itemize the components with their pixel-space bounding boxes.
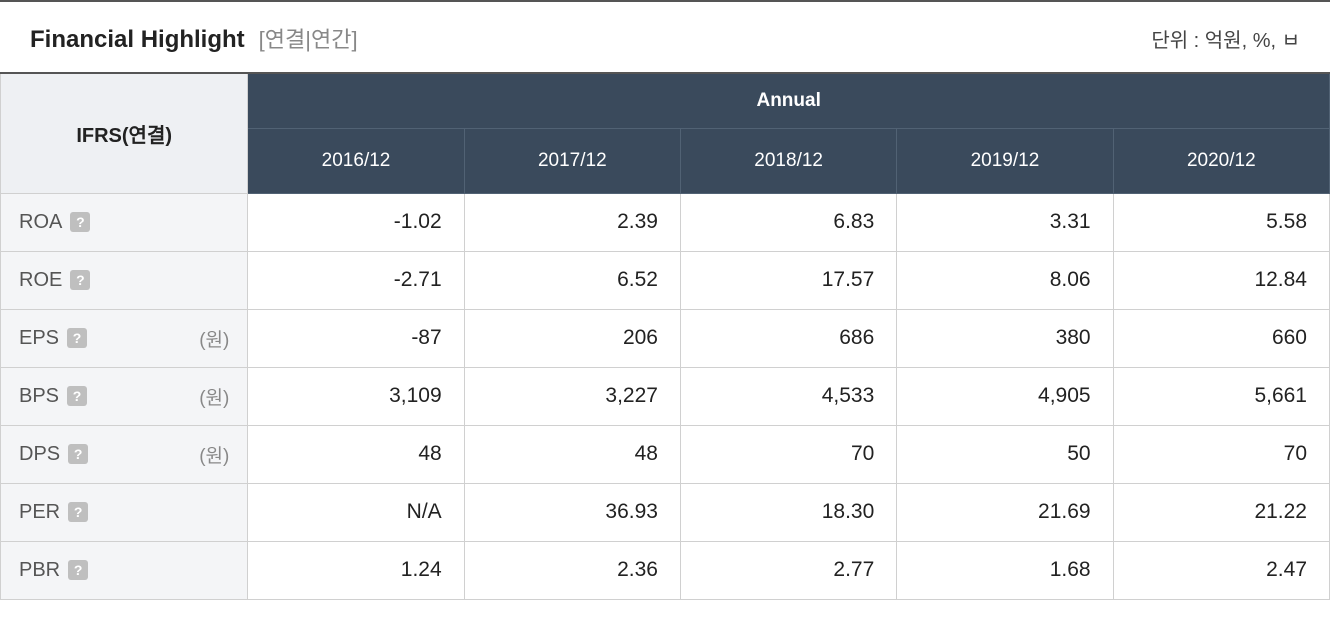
- page-title: Financial Highlight: [30, 26, 245, 54]
- metric-unit: (원): [199, 383, 229, 410]
- metric-rowhead: ROA?: [1, 193, 248, 251]
- value-cell: 70: [680, 425, 896, 483]
- metric-name: PBR: [19, 559, 60, 582]
- table-row: ROE?-2.716.5217.578.0612.84: [1, 251, 1330, 309]
- table-row: PBR?1.242.362.771.682.47: [1, 541, 1330, 599]
- period-header: 2017/12: [464, 128, 680, 193]
- value-cell: 5,661: [1113, 367, 1329, 425]
- value-cell: 2.36: [464, 541, 680, 599]
- table-row: PER?N/A36.9318.3021.6921.22: [1, 483, 1330, 541]
- value-cell: 1.68: [897, 541, 1113, 599]
- metric-unit: (원): [199, 325, 229, 352]
- help-icon[interactable]: ?: [67, 386, 87, 406]
- value-cell: 6.52: [464, 251, 680, 309]
- unit-label: 단위 : 억원, %, ㅂ: [1151, 24, 1300, 53]
- header-bar: Financial Highlight [연결|연간] 단위 : 억원, %, …: [0, 0, 1330, 72]
- metric-rowhead: ROE?: [1, 251, 248, 309]
- value-cell: 3.31: [897, 193, 1113, 251]
- rowhead-title: IFRS(연결): [1, 73, 248, 193]
- table-row: ROA?-1.022.396.833.315.58: [1, 193, 1330, 251]
- value-cell: 3,109: [248, 367, 464, 425]
- value-cell: 8.06: [897, 251, 1113, 309]
- value-cell: 2.77: [680, 541, 896, 599]
- help-icon[interactable]: ?: [68, 444, 88, 464]
- value-cell: 12.84: [1113, 251, 1329, 309]
- financial-table: IFRS(연결) Annual 2016/12 2017/12 2018/12 …: [0, 72, 1330, 600]
- value-cell: 4,533: [680, 367, 896, 425]
- value-cell: -87: [248, 309, 464, 367]
- help-icon[interactable]: ?: [70, 270, 90, 290]
- value-cell: 21.69: [897, 483, 1113, 541]
- metric-name: DPS: [19, 443, 60, 466]
- metric-unit: (원): [199, 441, 229, 468]
- metric-name: PER: [19, 501, 60, 524]
- value-cell: 686: [680, 309, 896, 367]
- value-cell: -1.02: [248, 193, 464, 251]
- table-row: BPS? (원) 3,1093,2274,5334,9055,661: [1, 367, 1330, 425]
- help-icon[interactable]: ?: [67, 328, 87, 348]
- metric-rowhead: PER?: [1, 483, 248, 541]
- value-cell: 5.58: [1113, 193, 1329, 251]
- metric-rowhead: BPS? (원): [1, 367, 248, 425]
- value-cell: -2.71: [248, 251, 464, 309]
- value-cell: 206: [464, 309, 680, 367]
- value-cell: 48: [248, 425, 464, 483]
- value-cell: 660: [1113, 309, 1329, 367]
- table-row: DPS?(원)4848705070: [1, 425, 1330, 483]
- page-subtitle: [연결|연간]: [259, 22, 358, 54]
- value-cell: 18.30: [680, 483, 896, 541]
- value-cell: 2.39: [464, 193, 680, 251]
- metric-rowhead: EPS? (원): [1, 309, 248, 367]
- metric-rowhead: DPS? (원): [1, 425, 248, 483]
- value-cell: 2.47: [1113, 541, 1329, 599]
- value-cell: 3,227: [464, 367, 680, 425]
- title-group: Financial Highlight [연결|연간]: [30, 22, 358, 54]
- period-header: 2020/12: [1113, 128, 1329, 193]
- value-cell: 380: [897, 309, 1113, 367]
- metric-name: ROE: [19, 269, 62, 292]
- period-group-header: Annual: [248, 73, 1330, 128]
- value-cell: 50: [897, 425, 1113, 483]
- value-cell: 17.57: [680, 251, 896, 309]
- period-header: 2016/12: [248, 128, 464, 193]
- help-icon[interactable]: ?: [68, 560, 88, 580]
- metric-name: BPS: [19, 385, 59, 408]
- help-icon[interactable]: ?: [70, 212, 90, 232]
- metric-name: ROA: [19, 211, 62, 234]
- value-cell: 6.83: [680, 193, 896, 251]
- metric-rowhead: PBR?: [1, 541, 248, 599]
- period-header: 2019/12: [897, 128, 1113, 193]
- value-cell: 48: [464, 425, 680, 483]
- value-cell: 21.22: [1113, 483, 1329, 541]
- value-cell: 1.24: [248, 541, 464, 599]
- help-icon[interactable]: ?: [68, 502, 88, 522]
- period-header: 2018/12: [680, 128, 896, 193]
- metric-name: EPS: [19, 327, 59, 350]
- value-cell: N/A: [248, 483, 464, 541]
- table-row: EPS? (원) -87206686380660: [1, 309, 1330, 367]
- value-cell: 4,905: [897, 367, 1113, 425]
- value-cell: 36.93: [464, 483, 680, 541]
- value-cell: 70: [1113, 425, 1329, 483]
